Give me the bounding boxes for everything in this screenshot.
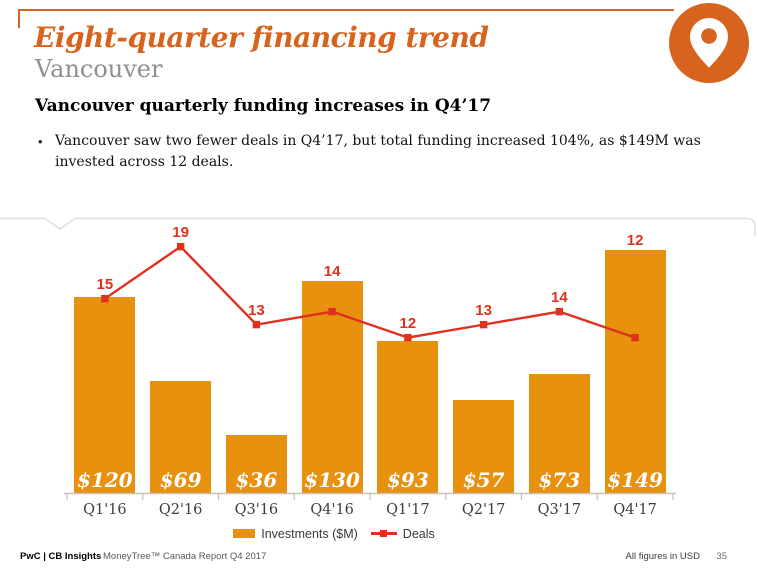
deals-marker <box>404 333 412 342</box>
bullet-dot-icon: • <box>38 134 43 149</box>
investments-swatch-icon <box>233 529 256 538</box>
bar-investment <box>301 280 363 494</box>
x-axis-label: Q1'16 <box>83 502 127 518</box>
bar-investment <box>225 434 287 494</box>
bar-investment <box>74 297 136 494</box>
legend-item-deals: Deals <box>370 526 435 541</box>
deals-value-label: 13 <box>475 301 492 319</box>
bar-value-label: $73 <box>538 468 581 492</box>
x-axis-label: Q2'16 <box>158 502 203 518</box>
footer-report-title: MoneyTree™ Canada Report Q4 2017 <box>103 551 267 562</box>
page-subtitle: Vancouver <box>35 55 163 83</box>
chart-legend: Investments ($M) Deals <box>169 526 499 541</box>
header-rule-corner <box>18 9 20 28</box>
page-title: Eight-quarter financing trend <box>34 21 489 54</box>
x-axis-label: Q2'17 <box>461 502 506 518</box>
chart-heading: Vancouver quarterly funding increases in… <box>35 96 492 116</box>
bar-investment <box>604 249 666 494</box>
footer-note: All figures in USD <box>625 551 700 562</box>
footer-brand: PwC | CB Insights <box>20 551 102 562</box>
bar-value-label: $120 <box>77 468 133 492</box>
x-axis-label: Q1'17 <box>386 502 430 518</box>
deals-value-label: 14 <box>551 288 568 306</box>
bar-value-label: $36 <box>235 468 278 492</box>
deals-marker <box>252 320 261 329</box>
x-axis-label: Q3'16 <box>234 502 279 518</box>
deals-line-icon <box>370 530 397 537</box>
bullet-text: Vancouver saw two fewer deals in Q4’17, … <box>55 133 701 170</box>
deals-marker <box>479 320 488 329</box>
header-rule <box>18 9 674 11</box>
bar-value-label: $149 <box>607 468 663 492</box>
deals-marker <box>555 307 564 316</box>
x-axis-label: Q4'16 <box>310 502 354 518</box>
bullet-item: • Vancouver saw two fewer deals in Q4’17… <box>38 131 710 173</box>
bar-investment <box>453 400 515 494</box>
deals-value-label: 19 <box>172 223 189 241</box>
bar-investment <box>150 380 212 494</box>
deals-value-label: 12 <box>626 231 644 249</box>
bar-value-label: $69 <box>159 468 202 492</box>
legend-label-investments: Investments ($M) <box>261 526 358 541</box>
x-axis-ticks <box>66 493 674 500</box>
bar-value-label: $57 <box>462 468 505 492</box>
deals-value-label: 12 <box>399 314 417 332</box>
legend-label-deals: Deals <box>402 526 435 541</box>
deals-value-label: 14 <box>323 262 341 280</box>
legend-item-investments: Investments ($M) <box>233 527 358 541</box>
page-number: 35 <box>716 551 727 562</box>
bar-investment <box>377 341 439 494</box>
bar-value-label: $93 <box>387 468 429 492</box>
deals-marker <box>176 242 185 251</box>
location-pin-icon <box>669 3 749 83</box>
deals-value-label: 13 <box>248 301 265 319</box>
bar-value-label: $130 <box>304 468 360 492</box>
deals-value-label: 15 <box>96 275 114 293</box>
x-axis-label: Q4'17 <box>613 502 657 518</box>
bar-investment <box>528 374 590 494</box>
x-axis-label: Q3'17 <box>537 502 582 518</box>
